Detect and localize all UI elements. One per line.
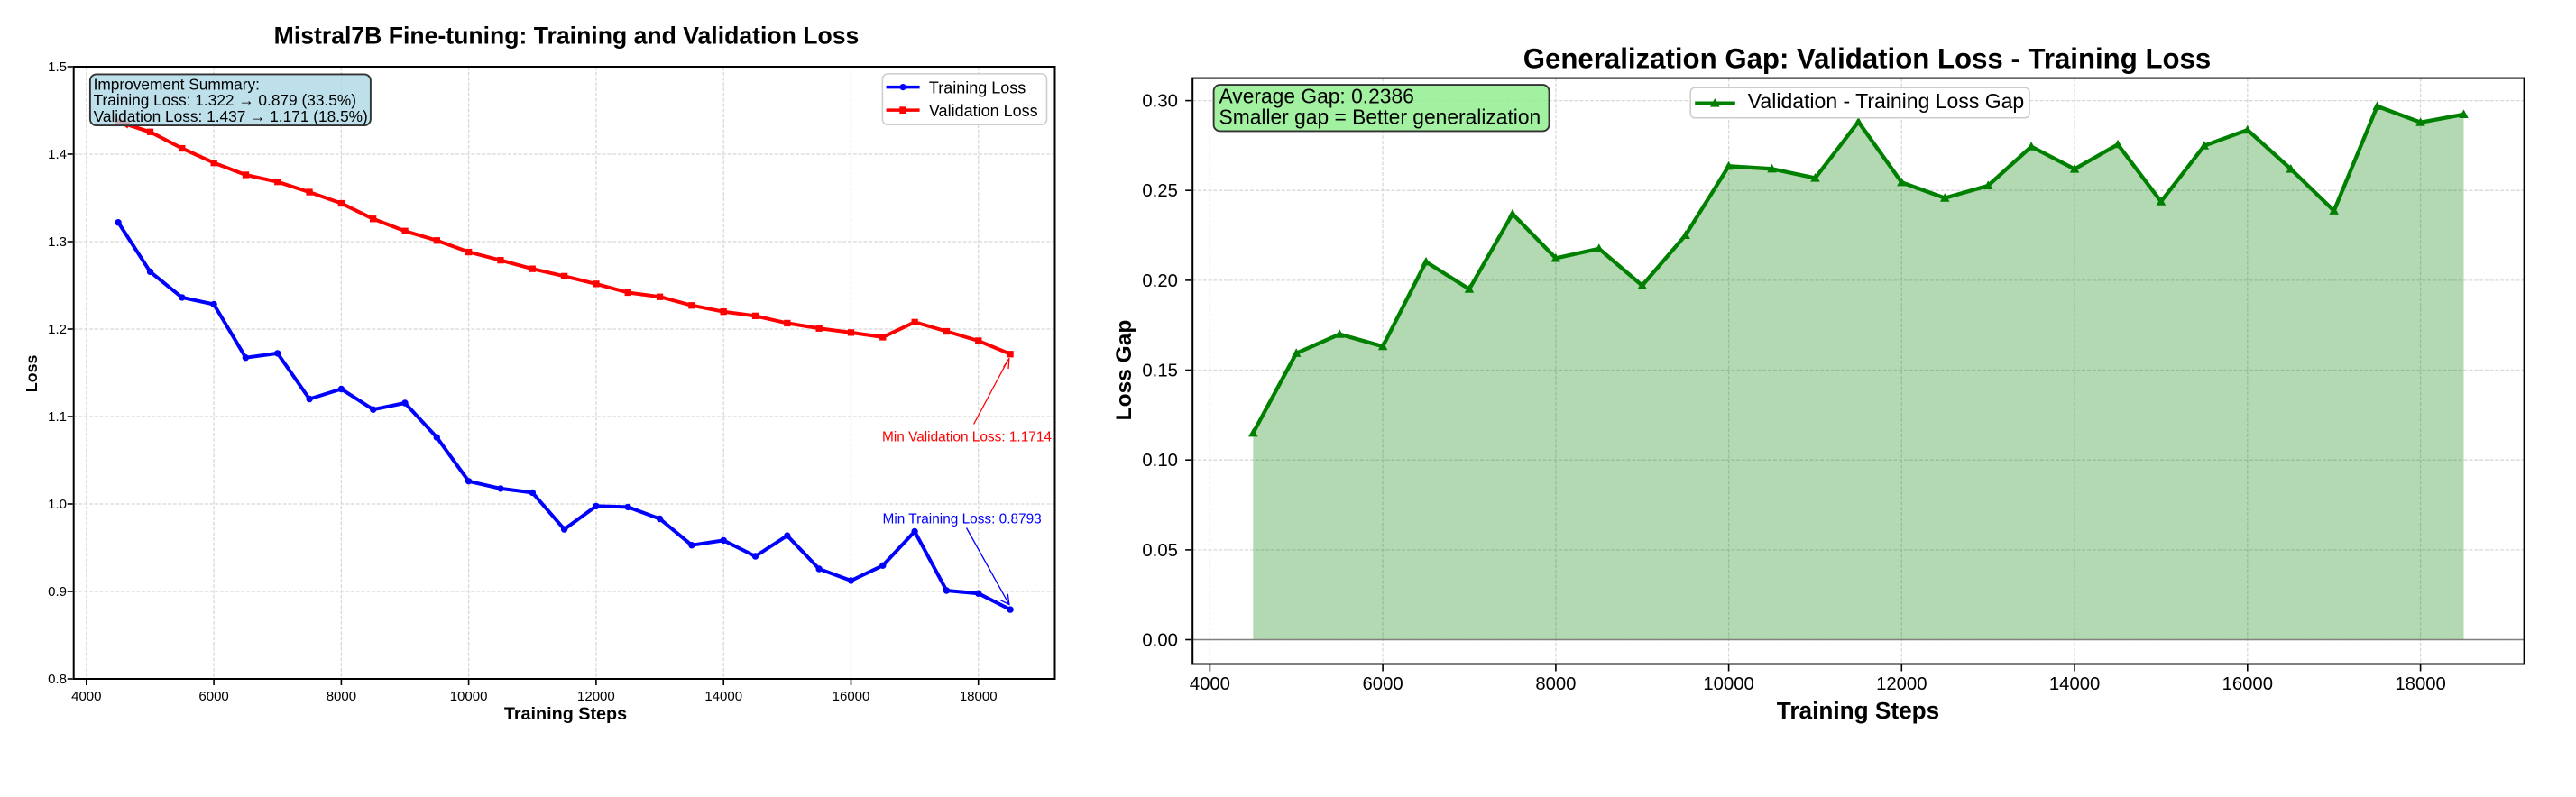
svg-text:0.15: 0.15: [1142, 362, 1177, 381]
svg-text:0.20: 0.20: [1142, 271, 1177, 291]
svg-text:Min Validation Loss: 1.1714: Min Validation Loss: 1.1714: [882, 429, 1052, 444]
svg-text:Min Training Loss: 0.8793: Min Training Loss: 0.8793: [883, 512, 1042, 527]
svg-text:Training Steps: Training Steps: [1777, 697, 1939, 724]
svg-text:18000: 18000: [960, 689, 998, 704]
svg-text:Loss: Loss: [23, 354, 41, 392]
svg-text:Validation Loss: Validation Loss: [929, 102, 1038, 120]
svg-text:1.2: 1.2: [48, 322, 67, 337]
svg-text:0.00: 0.00: [1142, 631, 1177, 651]
svg-text:0.10: 0.10: [1142, 451, 1177, 471]
svg-text:4000: 4000: [1190, 674, 1230, 694]
svg-text:Generalization Gap: Validation: Generalization Gap: Validation Loss - Tr…: [1523, 43, 2212, 75]
svg-text:0.05: 0.05: [1142, 541, 1177, 561]
svg-text:Training Loss: Training Loss: [929, 79, 1026, 97]
svg-text:18000: 18000: [2395, 674, 2445, 694]
svg-text:0.30: 0.30: [1142, 92, 1177, 112]
svg-text:4000: 4000: [71, 689, 101, 704]
svg-text:10000: 10000: [1703, 674, 1753, 694]
svg-text:12000: 12000: [1876, 674, 1927, 694]
svg-text:Validation Loss: 1.437 → 1.171: Validation Loss: 1.437 → 1.171 (18.5%): [94, 107, 368, 125]
svg-text:14000: 14000: [704, 689, 742, 704]
svg-text:1.4: 1.4: [48, 147, 67, 162]
svg-text:12000: 12000: [577, 689, 615, 704]
svg-text:6000: 6000: [198, 689, 228, 704]
svg-text:8000: 8000: [327, 689, 356, 704]
svg-text:14000: 14000: [2049, 674, 2100, 694]
svg-text:16000: 16000: [833, 689, 870, 704]
svg-text:Mistral7B Fine-tuning: Trainin: Mistral7B Fine-tuning: Training and Vali…: [274, 22, 860, 49]
svg-text:Training Steps: Training Steps: [504, 704, 627, 724]
svg-text:Validation - Training Loss Gap: Validation - Training Loss Gap: [1748, 89, 2024, 113]
svg-text:16000: 16000: [2222, 674, 2273, 694]
svg-text:1.3: 1.3: [48, 234, 67, 250]
svg-text:6000: 6000: [1363, 674, 1403, 694]
svg-text:Smaller gap = Better generaliz: Smaller gap = Better generalization: [1219, 105, 1541, 129]
svg-text:1.5: 1.5: [48, 60, 67, 75]
svg-text:Training Loss: 1.322 → 0.879 (: Training Loss: 1.322 → 0.879 (33.5%): [94, 91, 356, 109]
svg-text:1.1: 1.1: [48, 409, 67, 425]
svg-text:0.9: 0.9: [48, 584, 67, 600]
svg-text:Improvement Summary:: Improvement Summary:: [94, 76, 260, 94]
svg-text:0.25: 0.25: [1142, 181, 1177, 201]
svg-text:8000: 8000: [1535, 674, 1576, 694]
svg-text:0.8: 0.8: [48, 672, 67, 687]
svg-text:Average Gap: 0.2386: Average Gap: 0.2386: [1219, 84, 1414, 107]
svg-text:Loss Gap: Loss Gap: [1112, 320, 1136, 421]
svg-text:10000: 10000: [450, 689, 488, 704]
svg-text:1.0: 1.0: [48, 497, 67, 512]
